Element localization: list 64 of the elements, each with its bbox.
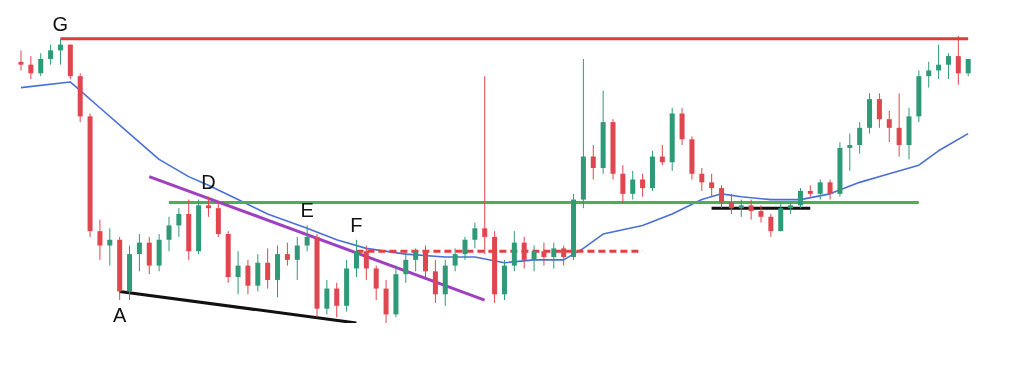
candlestick xyxy=(38,52,44,77)
candlestick xyxy=(18,49,24,71)
candlestick xyxy=(324,279,330,315)
candlestick xyxy=(403,250,409,284)
candlestick xyxy=(857,121,863,155)
candlestick xyxy=(413,247,419,272)
candlestick xyxy=(521,236,527,269)
candlestick xyxy=(699,167,705,192)
candlestick xyxy=(768,213,774,238)
candlestick xyxy=(640,173,646,198)
candlestick xyxy=(107,227,113,267)
candlestick xyxy=(847,133,853,172)
candlestick xyxy=(561,245,567,267)
candlestick xyxy=(926,61,932,89)
candlestick xyxy=(462,236,468,261)
candlestick xyxy=(541,242,547,267)
candlestick xyxy=(205,196,211,218)
candlestick xyxy=(97,219,103,261)
candlestick xyxy=(294,236,300,281)
candlestick xyxy=(531,245,537,272)
candlestick xyxy=(373,265,379,301)
candlestick xyxy=(630,170,636,201)
annotation: G xyxy=(52,12,69,35)
candlestick xyxy=(876,92,882,129)
annotation: E xyxy=(300,199,314,222)
candlestick xyxy=(709,173,715,198)
candlestick xyxy=(176,207,182,238)
candlestick xyxy=(886,110,892,143)
candlestick xyxy=(48,44,54,66)
candlestick xyxy=(817,179,823,201)
candlestick xyxy=(136,233,142,272)
candlestick xyxy=(245,259,251,295)
candlestick xyxy=(166,216,172,252)
candlestick xyxy=(620,164,626,203)
candlestick xyxy=(728,193,734,215)
candlestick xyxy=(146,236,152,275)
candlestick xyxy=(284,242,290,267)
candlestick xyxy=(255,253,261,292)
candlestick xyxy=(304,224,310,252)
candlestick xyxy=(432,259,438,304)
candlestick xyxy=(363,245,369,281)
candlestick xyxy=(334,282,340,318)
candlestick xyxy=(551,242,557,269)
candlestick xyxy=(896,92,902,158)
candlestick xyxy=(758,204,764,224)
candlestick xyxy=(235,250,241,295)
candlestick xyxy=(945,52,951,80)
candlestick xyxy=(590,144,596,180)
candlestick xyxy=(423,245,429,278)
candlestick xyxy=(353,239,359,278)
candlestick xyxy=(748,199,754,221)
candlestick xyxy=(265,247,271,290)
candlestick xyxy=(28,55,34,80)
candlestick xyxy=(719,184,725,209)
candlestick xyxy=(452,247,458,272)
candlestick xyxy=(955,36,961,86)
candlestick xyxy=(778,201,784,232)
candlestick xyxy=(472,222,478,249)
candlestick xyxy=(482,75,488,255)
candlestick xyxy=(511,230,517,272)
candlestick xyxy=(827,179,833,201)
candlestick xyxy=(797,187,803,209)
annotation: A xyxy=(112,304,127,327)
annotation: F xyxy=(350,213,363,236)
